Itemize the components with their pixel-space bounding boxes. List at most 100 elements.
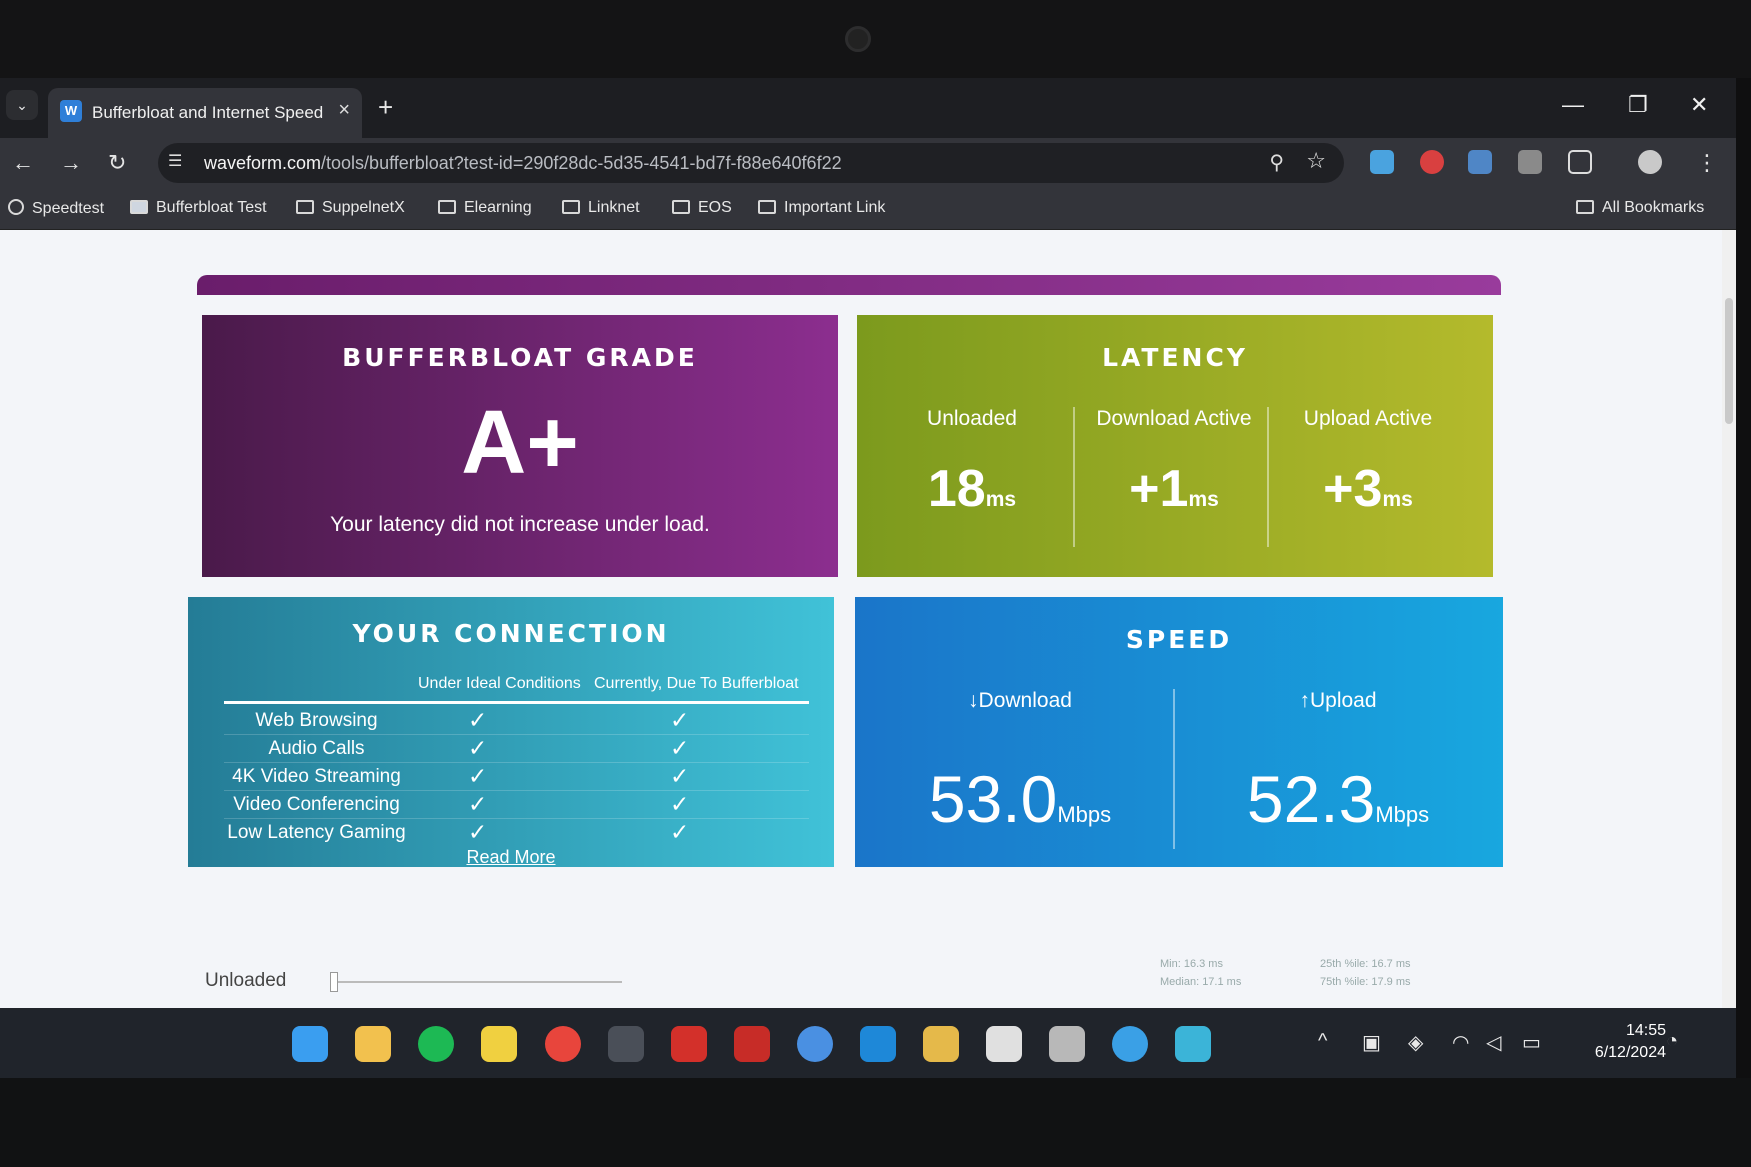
bufferbloat-grade-card: BUFFERBLOAT GRADE A+ Your latency did no… xyxy=(202,315,838,577)
tab-active[interactable]: W Bufferbloat and Internet Speed × xyxy=(48,88,362,138)
stat-p75: 75th %ile: 17.9 ms xyxy=(1320,976,1411,988)
bookmark-folder-important-link[interactable]: Important Link xyxy=(758,199,885,217)
forward-button[interactable]: → xyxy=(60,150,82,175)
check-icon: ✓ xyxy=(670,791,690,817)
back-button[interactable]: ← xyxy=(12,150,34,175)
clock-time: 14:55 xyxy=(1625,1022,1666,1039)
git-icon[interactable] xyxy=(986,1026,1022,1062)
zoom-icon[interactable]: ⚲ xyxy=(1269,152,1284,174)
download-speed: ↓Download 53.0Mbps xyxy=(875,689,1165,837)
chrome-icon[interactable] xyxy=(545,1026,581,1062)
unloaded-latency-slider[interactable] xyxy=(330,972,622,992)
shield-extension-icon[interactable] xyxy=(1518,150,1542,174)
tray-shield-icon[interactable]: ◈ xyxy=(1408,1032,1424,1054)
volume-icon[interactable]: ◁ xyxy=(1486,1032,1502,1054)
app-blue-icon[interactable] xyxy=(797,1026,833,1062)
spotify-icon[interactable] xyxy=(418,1026,454,1062)
grade-message: Your latency did not increase under load… xyxy=(330,513,710,536)
check-icon: ✓ xyxy=(468,791,488,817)
download-label: ↓Download xyxy=(968,689,1072,712)
wifi-icon[interactable]: ◠ xyxy=(1452,1032,1470,1054)
speed-title: SPEED xyxy=(1125,625,1233,654)
tray-overflow-icon[interactable]: ^ xyxy=(1318,1030,1328,1052)
grade-title: BUFFERBLOAT GRADE xyxy=(342,343,698,372)
waveform-favicon-icon: W xyxy=(60,100,82,122)
bookmark-folder-linknet[interactable]: Linknet xyxy=(562,199,640,217)
battery-icon[interactable]: ▭ xyxy=(1522,1032,1541,1054)
check-icon: ✓ xyxy=(670,735,690,761)
read-more-link[interactable]: Read More xyxy=(466,847,556,867)
column-head-current: Currently, Due To Bufferbloat xyxy=(594,675,799,692)
scrollbar-thumb[interactable] xyxy=(1725,298,1733,424)
stat-p25: 25th %ile: 16.7 ms xyxy=(1320,958,1411,970)
bookmark-star-icon[interactable]: ☆ xyxy=(1306,148,1326,173)
close-tab-icon[interactable]: × xyxy=(338,99,350,121)
table-row: Video Conferencing ✓ ✓ xyxy=(224,791,809,819)
camera-app-icon[interactable] xyxy=(608,1026,644,1062)
check-icon: ✓ xyxy=(468,707,488,733)
file-explorer-icon[interactable] xyxy=(355,1026,391,1062)
browser-menu-icon[interactable]: ⋮ xyxy=(1696,150,1718,175)
check-icon: ✓ xyxy=(468,735,488,761)
bookmark-folder-eos[interactable]: EOS xyxy=(672,199,732,217)
bookmark-folder-elearning[interactable]: Elearning xyxy=(438,199,532,217)
clock-date: 6/12/2024 xyxy=(1594,1044,1666,1061)
bookmark-bufferbloat-test[interactable]: Bufferbloat Test xyxy=(130,199,267,217)
translate-extension-icon[interactable] xyxy=(1468,150,1492,174)
grade-value: A+ xyxy=(461,393,579,493)
taskbar-clock[interactable]: 14:55 6/12/2024 xyxy=(1595,1020,1666,1064)
webcam xyxy=(845,26,871,52)
docker-icon[interactable] xyxy=(1112,1026,1148,1062)
bookmark-folder-suppelnetx[interactable]: SuppelnetX xyxy=(296,199,405,217)
upload-speed: ↑Upload 52.3Mbps xyxy=(1193,689,1483,837)
latency-divider xyxy=(1073,407,1075,547)
folder-icon xyxy=(438,200,456,214)
stat-min: Min: 16.3 ms xyxy=(1160,958,1223,970)
tray-drive-icon[interactable]: ▣ xyxy=(1362,1032,1381,1054)
url-text: waveform.com/tools/bufferbloat?test-id=2… xyxy=(204,153,842,173)
latency-label: Download Active xyxy=(1096,407,1252,430)
slider-handle[interactable] xyxy=(330,972,338,992)
folder-icon xyxy=(672,200,690,214)
new-tab-button[interactable]: + xyxy=(378,92,394,122)
check-icon: ✓ xyxy=(670,707,690,733)
check-icon: ✓ xyxy=(670,763,690,789)
latency-title: LATENCY xyxy=(1102,343,1248,372)
app-bolt-icon[interactable] xyxy=(1175,1026,1211,1062)
close-window-button[interactable]: ✕ xyxy=(1690,92,1709,117)
start-windows-icon[interactable] xyxy=(292,1026,328,1062)
minimize-button[interactable]: — xyxy=(1562,92,1584,117)
column-head-ideal: Under Ideal Conditions xyxy=(418,675,581,692)
reload-button[interactable]: ↻ xyxy=(108,150,127,175)
page-scrollbar[interactable] xyxy=(1722,230,1736,1078)
address-bar[interactable]: ☰ waveform.com/tools/bufferbloat?test-id… xyxy=(158,143,1344,183)
results-header-bar xyxy=(197,275,1501,295)
bookmarks-bar: Speedtest Bufferbloat Test SuppelnetX El… xyxy=(0,188,1736,230)
extensions-puzzle-icon[interactable] xyxy=(1568,150,1592,174)
app-gray-icon[interactable] xyxy=(1049,1026,1085,1062)
speedtest-icon xyxy=(8,199,24,215)
profile-avatar-icon[interactable] xyxy=(1638,150,1662,174)
tab-search-dropdown[interactable]: ⌄ xyxy=(6,90,38,120)
notifications-icon[interactable]: ◔ xyxy=(1666,1030,1679,1052)
cloud-extension-icon[interactable] xyxy=(1370,150,1394,174)
sticky-notes-icon[interactable] xyxy=(481,1026,517,1062)
table-row: 4K Video Streaming ✓ ✓ xyxy=(224,763,809,791)
table-row: Low Latency Gaming ✓ ✓ xyxy=(227,819,690,845)
page-content: BUFFERBLOAT GRADE A+ Your latency did no… xyxy=(0,230,1722,1078)
check-icon: ✓ xyxy=(468,763,488,789)
filezilla-icon[interactable] xyxy=(734,1026,770,1062)
latency-value: 18ms xyxy=(927,460,1017,518)
your-connection-card: YOUR CONNECTION Under Ideal Conditions C… xyxy=(188,597,834,867)
speed-card: SPEED ↓Download 53.0Mbps ↑Upload 52.3Mbp… xyxy=(855,597,1503,867)
latency-divider xyxy=(1267,407,1269,547)
app-red-icon[interactable] xyxy=(671,1026,707,1062)
vscode-icon[interactable] xyxy=(860,1026,896,1062)
bookmark-speedtest[interactable]: Speedtest xyxy=(8,199,104,218)
site-settings-icon[interactable]: ☰ xyxy=(168,153,183,170)
app-yellow-icon[interactable] xyxy=(923,1026,959,1062)
latency-value: +3ms xyxy=(1323,460,1413,518)
extension-red-icon[interactable] xyxy=(1420,150,1444,174)
all-bookmarks-button[interactable]: All Bookmarks xyxy=(1576,199,1704,217)
restore-button[interactable]: ❐ xyxy=(1628,92,1648,117)
